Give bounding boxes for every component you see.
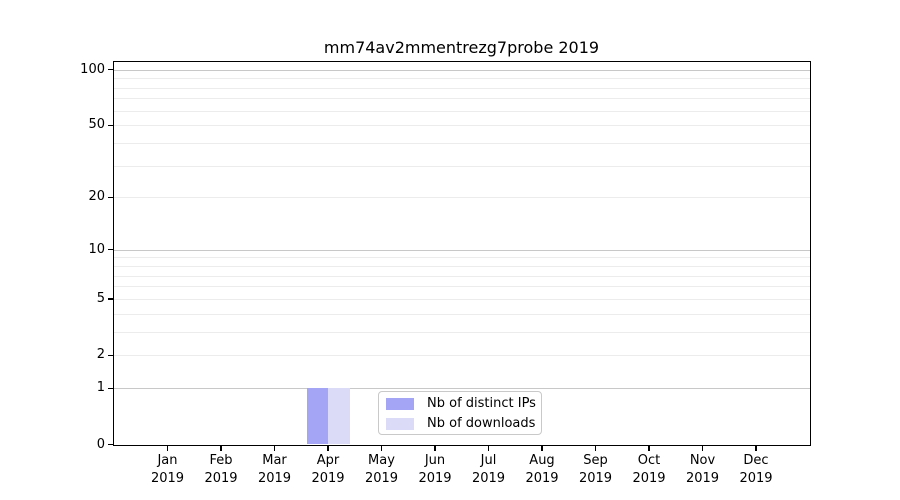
legend-item-distinct-ips: Nb of distinct IPs xyxy=(386,396,541,411)
x-tick-label: Nov 2019 xyxy=(685,452,720,486)
gridline-minor xyxy=(113,266,810,268)
bar-nb-of-downloads xyxy=(328,388,350,445)
y-tick-mark xyxy=(108,298,114,300)
legend-label-downloads: Nb of downloads xyxy=(427,416,536,431)
gridline-minor xyxy=(113,87,810,89)
plot-area xyxy=(113,62,810,445)
x-tick-label: Dec 2019 xyxy=(739,452,773,486)
y-tick-label: 0 xyxy=(96,436,105,452)
gridline-minor xyxy=(113,313,810,315)
y-tick-mark xyxy=(108,443,114,446)
gridline-minor xyxy=(113,165,810,167)
x-tick-mark xyxy=(648,445,650,451)
x-tick-mark xyxy=(327,445,329,451)
bar-nb-of-distinct-ips xyxy=(306,388,328,445)
gridline-minor xyxy=(113,125,810,127)
x-tick-mark xyxy=(434,445,436,451)
x-tick-label: Apr 2019 xyxy=(311,452,345,486)
x-tick-label: Sep 2019 xyxy=(578,452,613,486)
y-tick-label: 20 xyxy=(88,189,105,205)
x-tick-mark xyxy=(701,445,704,451)
x-tick-mark xyxy=(273,445,276,451)
x-tick-mark xyxy=(594,445,597,451)
x-tick-mark xyxy=(755,445,757,451)
gridline-minor xyxy=(113,78,810,80)
x-tick-label: Oct 2019 xyxy=(632,452,666,486)
y-tick-label: 100 xyxy=(80,61,105,77)
legend-label-distinct-ips: Nb of distinct IPs xyxy=(427,396,536,411)
y-tick-label: 1 xyxy=(96,380,105,396)
y-tick-mark xyxy=(108,69,114,71)
y-tick-mark xyxy=(108,354,114,356)
gridline-minor xyxy=(113,286,810,288)
x-tick-mark xyxy=(487,445,490,451)
gridline-minor xyxy=(113,275,810,277)
gridline-minor xyxy=(113,257,810,259)
gridline-minor xyxy=(113,142,810,144)
y-tick-label: 10 xyxy=(88,241,105,257)
legend-swatch-distinct-ips-icon xyxy=(386,397,414,410)
gridline-major xyxy=(113,69,810,71)
legend-item-downloads: Nb of downloads xyxy=(386,416,541,431)
x-tick-label: Mar 2019 xyxy=(257,452,292,486)
x-tick-label: May 2019 xyxy=(364,452,399,486)
x-tick-label: Jul 2019 xyxy=(471,452,506,486)
x-tick-label: Feb 2019 xyxy=(204,452,238,486)
y-tick-mark xyxy=(108,124,114,126)
y-tick-mark xyxy=(108,387,114,389)
gridline-minor xyxy=(113,355,810,357)
x-tick-mark xyxy=(380,445,383,451)
gridline-minor xyxy=(113,197,810,199)
gridline-major xyxy=(113,388,810,390)
gridline-minor xyxy=(113,110,810,112)
x-tick-label: Aug 2019 xyxy=(525,452,559,486)
x-tick-mark xyxy=(220,445,222,451)
x-tick-label: Jan 2019 xyxy=(150,452,185,486)
y-tick-label: 2 xyxy=(96,347,105,363)
y-tick-mark xyxy=(108,249,114,251)
legend-swatch-downloads-icon xyxy=(386,417,414,430)
y-tick-mark xyxy=(108,196,114,198)
gridline-major xyxy=(113,249,810,251)
y-tick-label: 50 xyxy=(88,117,105,133)
chart-title: mm74av2mmentrezg7probe 2019 xyxy=(323,38,600,57)
y-tick-label: 5 xyxy=(96,290,105,306)
x-tick-mark xyxy=(541,445,543,451)
x-tick-label: Jun 2019 xyxy=(418,452,452,486)
gridline-minor xyxy=(113,331,810,333)
legend: Nb of distinct IPs Nb of downloads xyxy=(378,390,542,435)
gridline-minor xyxy=(113,98,810,100)
x-tick-mark xyxy=(166,445,169,451)
gridline-minor xyxy=(113,298,810,300)
